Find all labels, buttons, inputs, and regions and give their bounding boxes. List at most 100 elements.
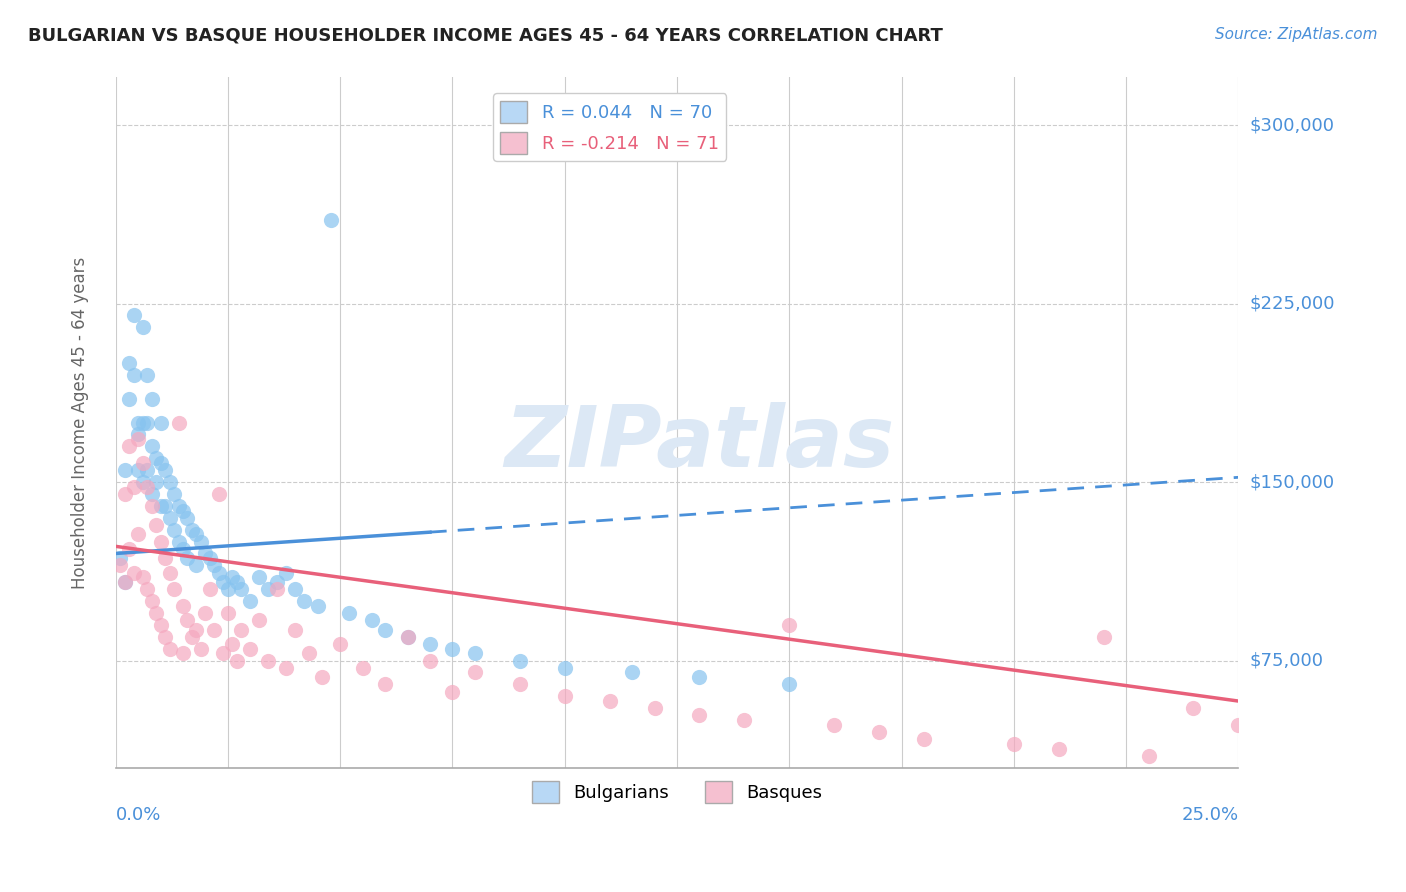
Point xyxy=(868,725,890,739)
Point xyxy=(181,630,204,644)
Point xyxy=(172,503,194,517)
Point xyxy=(1182,701,1205,715)
Point xyxy=(1092,630,1115,644)
Point xyxy=(149,499,172,513)
Point xyxy=(172,599,194,613)
Point xyxy=(912,732,935,747)
Point xyxy=(374,677,396,691)
Point xyxy=(212,647,235,661)
Point xyxy=(396,630,419,644)
Point xyxy=(145,606,167,620)
Point xyxy=(212,575,235,590)
Point xyxy=(208,566,231,580)
Point xyxy=(149,534,172,549)
Point xyxy=(114,487,136,501)
Point xyxy=(167,416,190,430)
Point xyxy=(225,654,247,668)
Point xyxy=(509,654,531,668)
Point xyxy=(141,487,163,501)
Point xyxy=(217,582,239,597)
Point xyxy=(186,623,208,637)
Point xyxy=(225,575,247,590)
Point xyxy=(204,623,226,637)
Point xyxy=(688,670,710,684)
Point xyxy=(284,623,307,637)
Point xyxy=(149,416,172,430)
Y-axis label: Householder Income Ages 45 - 64 years: Householder Income Ages 45 - 64 years xyxy=(72,256,89,589)
Text: $225,000: $225,000 xyxy=(1250,294,1336,312)
Point xyxy=(181,523,204,537)
Point xyxy=(149,618,172,632)
Point xyxy=(352,661,374,675)
Point xyxy=(136,463,159,477)
Point xyxy=(131,320,153,334)
Point xyxy=(153,630,176,644)
Point xyxy=(1002,737,1025,751)
Point xyxy=(464,665,486,680)
Point xyxy=(194,546,217,560)
Point xyxy=(114,575,136,590)
Point xyxy=(172,647,194,661)
Point xyxy=(167,499,190,513)
Point xyxy=(172,541,194,556)
Point xyxy=(159,475,181,489)
Point xyxy=(266,582,288,597)
Point xyxy=(136,368,159,382)
Point xyxy=(307,599,329,613)
Point xyxy=(131,456,153,470)
Point xyxy=(276,661,298,675)
Text: BULGARIAN VS BASQUE HOUSEHOLDER INCOME AGES 45 - 64 YEARS CORRELATION CHART: BULGARIAN VS BASQUE HOUSEHOLDER INCOME A… xyxy=(28,27,943,45)
Point xyxy=(114,575,136,590)
Point xyxy=(163,523,186,537)
Point xyxy=(284,582,307,597)
Point xyxy=(141,439,163,453)
Point xyxy=(186,527,208,541)
Point xyxy=(1137,748,1160,763)
Point xyxy=(122,480,145,494)
Point xyxy=(554,690,576,704)
Point xyxy=(1047,741,1070,756)
Point xyxy=(276,566,298,580)
Point xyxy=(118,439,141,453)
Point xyxy=(247,613,270,627)
Point xyxy=(163,582,186,597)
Point xyxy=(778,618,800,632)
Point xyxy=(145,475,167,489)
Point xyxy=(644,701,666,715)
Point xyxy=(136,480,159,494)
Point xyxy=(321,213,343,227)
Point xyxy=(292,594,315,608)
Point xyxy=(118,541,141,556)
Point xyxy=(176,510,198,524)
Point xyxy=(141,392,163,406)
Point xyxy=(1227,718,1250,732)
Point xyxy=(159,510,181,524)
Point xyxy=(441,684,464,698)
Point xyxy=(509,677,531,691)
Point xyxy=(186,558,208,573)
Point xyxy=(127,463,149,477)
Point xyxy=(118,392,141,406)
Point xyxy=(131,475,153,489)
Point xyxy=(231,623,253,637)
Point xyxy=(204,558,226,573)
Point xyxy=(153,463,176,477)
Text: Source: ZipAtlas.com: Source: ZipAtlas.com xyxy=(1215,27,1378,42)
Point xyxy=(208,487,231,501)
Point xyxy=(176,613,198,627)
Text: 0.0%: 0.0% xyxy=(115,805,162,823)
Point xyxy=(621,665,644,680)
Point xyxy=(194,606,217,620)
Point xyxy=(141,499,163,513)
Point xyxy=(108,551,131,566)
Text: 25.0%: 25.0% xyxy=(1181,805,1239,823)
Point xyxy=(231,582,253,597)
Text: ZIPatlas: ZIPatlas xyxy=(505,401,894,484)
Point xyxy=(136,582,159,597)
Point xyxy=(337,606,360,620)
Point xyxy=(239,641,262,656)
Point xyxy=(329,637,352,651)
Point xyxy=(163,487,186,501)
Point xyxy=(311,670,333,684)
Point xyxy=(153,551,176,566)
